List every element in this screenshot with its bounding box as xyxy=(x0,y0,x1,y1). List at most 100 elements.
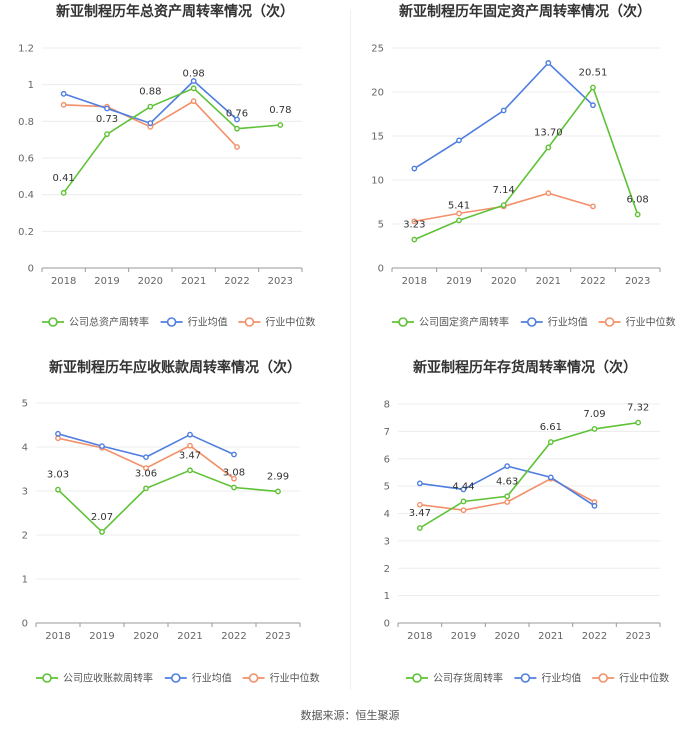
data-point-company[interactable] xyxy=(55,486,61,493)
data-point-average[interactable] xyxy=(99,443,105,450)
data-point-average[interactable] xyxy=(590,102,596,109)
data-point-average[interactable] xyxy=(545,60,552,66)
data-point-median[interactable] xyxy=(590,203,596,210)
data-label: 0.98 xyxy=(183,68,205,79)
y-tick-label: 5 xyxy=(22,399,28,410)
data-point-company[interactable] xyxy=(143,485,149,492)
data-point-average[interactable] xyxy=(411,165,418,172)
legend-item-median[interactable]: 行业中位数 xyxy=(598,316,676,329)
data-point-average[interactable] xyxy=(147,120,154,127)
data-point-average[interactable] xyxy=(60,90,67,97)
legend-item-average[interactable]: 行业均值 xyxy=(514,672,581,685)
data-point-average[interactable] xyxy=(231,451,237,458)
data-label: 0.73 xyxy=(96,114,118,125)
data-point-company[interactable] xyxy=(99,529,105,535)
legend-item-average[interactable]: 行业均值 xyxy=(520,316,588,329)
data-point-company[interactable] xyxy=(187,467,193,474)
data-point-company[interactable] xyxy=(411,236,418,243)
x-tick-label: 2023 xyxy=(268,276,293,287)
data-source: 数据来源：恒生聚源 xyxy=(300,709,400,722)
x-tick-label: 2022 xyxy=(224,276,249,287)
x-tick-label: 2023 xyxy=(265,631,290,642)
data-point-company[interactable] xyxy=(147,103,154,110)
data-label: 3.06 xyxy=(135,468,157,479)
data-point-average[interactable] xyxy=(460,486,467,493)
data-point-average[interactable] xyxy=(547,474,554,481)
y-tick-label: 10 xyxy=(371,176,384,187)
data-point-company[interactable] xyxy=(635,419,642,426)
y-tick-label: 0 xyxy=(384,619,390,630)
data-point-median[interactable] xyxy=(416,501,423,508)
data-point-company[interactable] xyxy=(190,85,197,92)
data-label: 7.32 xyxy=(627,403,649,414)
data-point-average[interactable] xyxy=(187,431,193,438)
x-tick-label: 2023 xyxy=(625,631,650,642)
x-tick-label: 2019 xyxy=(446,276,471,287)
legend-item-average[interactable]: 行业均值 xyxy=(160,316,228,329)
data-point-average[interactable] xyxy=(416,480,423,487)
data-point-median[interactable] xyxy=(234,144,240,150)
data-label: 0.76 xyxy=(226,109,248,120)
legend-item-company[interactable]: 公司应收账款周转率 xyxy=(36,672,153,685)
legend-label: 公司固定资产周转率 xyxy=(419,316,509,329)
y-tick-label: 1.2 xyxy=(18,44,34,55)
data-point-median[interactable] xyxy=(460,507,467,514)
legend-item-median[interactable]: 行业中位数 xyxy=(242,672,320,685)
data-point-median[interactable] xyxy=(411,218,418,225)
data-point-company[interactable] xyxy=(277,122,284,128)
data-point-median[interactable] xyxy=(231,475,237,482)
data-point-average[interactable] xyxy=(190,78,197,84)
data-point-average[interactable] xyxy=(104,105,110,112)
data-point-company[interactable] xyxy=(60,189,67,196)
data-point-company[interactable] xyxy=(504,493,511,500)
data-label: 0.78 xyxy=(269,105,291,116)
data-point-average[interactable] xyxy=(234,116,240,123)
data-point-company[interactable] xyxy=(456,217,462,224)
y-tick-label: 0.4 xyxy=(18,190,34,201)
data-point-company[interactable] xyxy=(460,498,467,505)
data-point-median[interactable] xyxy=(143,465,149,472)
data-label: 3.23 xyxy=(403,220,425,231)
x-tick-label: 2020 xyxy=(138,276,163,287)
legend-swatch-marker xyxy=(171,673,181,683)
legend-label: 公司应收账款周转率 xyxy=(63,672,153,685)
legend-item-company[interactable]: 公司固定资产周转率 xyxy=(392,316,509,329)
series-line-average xyxy=(413,61,594,170)
data-point-company[interactable] xyxy=(591,426,598,432)
series-line-company xyxy=(63,87,281,194)
data-point-average[interactable] xyxy=(456,137,462,144)
data-point-average[interactable] xyxy=(55,430,61,437)
data-point-company[interactable] xyxy=(634,211,641,218)
data-point-median[interactable] xyxy=(187,442,193,449)
data-point-company[interactable] xyxy=(234,125,240,132)
data-point-median[interactable] xyxy=(456,210,462,217)
legend-label: 行业均值 xyxy=(541,672,581,685)
data-point-company[interactable] xyxy=(545,144,552,151)
legend-item-median[interactable]: 行业中位数 xyxy=(592,672,669,685)
data-point-median[interactable] xyxy=(545,190,552,197)
data-label: 3.47 xyxy=(179,450,201,461)
data-point-company[interactable] xyxy=(275,488,281,495)
data-point-average[interactable] xyxy=(591,502,598,509)
data-point-median[interactable] xyxy=(60,101,67,108)
data-point-company[interactable] xyxy=(231,484,237,491)
data-point-average[interactable] xyxy=(143,454,149,461)
legend-item-company[interactable]: 公司存货周转率 xyxy=(406,672,503,685)
data-point-company[interactable] xyxy=(590,84,596,91)
chart-fixed-asset-turnover: 新亚制程历年固定资产周转率情况（次） 0 5 10 15 20 25 2018 2019 2020… xyxy=(350,0,700,354)
data-point-company[interactable] xyxy=(104,131,110,138)
legend-label: 公司总资产周转率 xyxy=(69,316,149,329)
data-label: 6.08 xyxy=(627,194,649,205)
data-point-median[interactable] xyxy=(504,499,511,505)
legend-item-company[interactable]: 公司总资产周转率 xyxy=(42,316,149,329)
legend-item-median[interactable]: 行业中位数 xyxy=(238,316,315,329)
data-point-average[interactable] xyxy=(504,463,511,470)
data-point-median[interactable] xyxy=(190,98,197,105)
data-point-company[interactable] xyxy=(500,202,507,209)
data-point-company[interactable] xyxy=(547,439,554,445)
legend-item-average[interactable]: 行业均值 xyxy=(164,672,232,685)
data-point-company[interactable] xyxy=(416,525,423,531)
legend-label: 行业均值 xyxy=(188,316,228,329)
data-point-average[interactable] xyxy=(500,107,507,114)
legend-label: 公司存货周转率 xyxy=(433,672,503,685)
